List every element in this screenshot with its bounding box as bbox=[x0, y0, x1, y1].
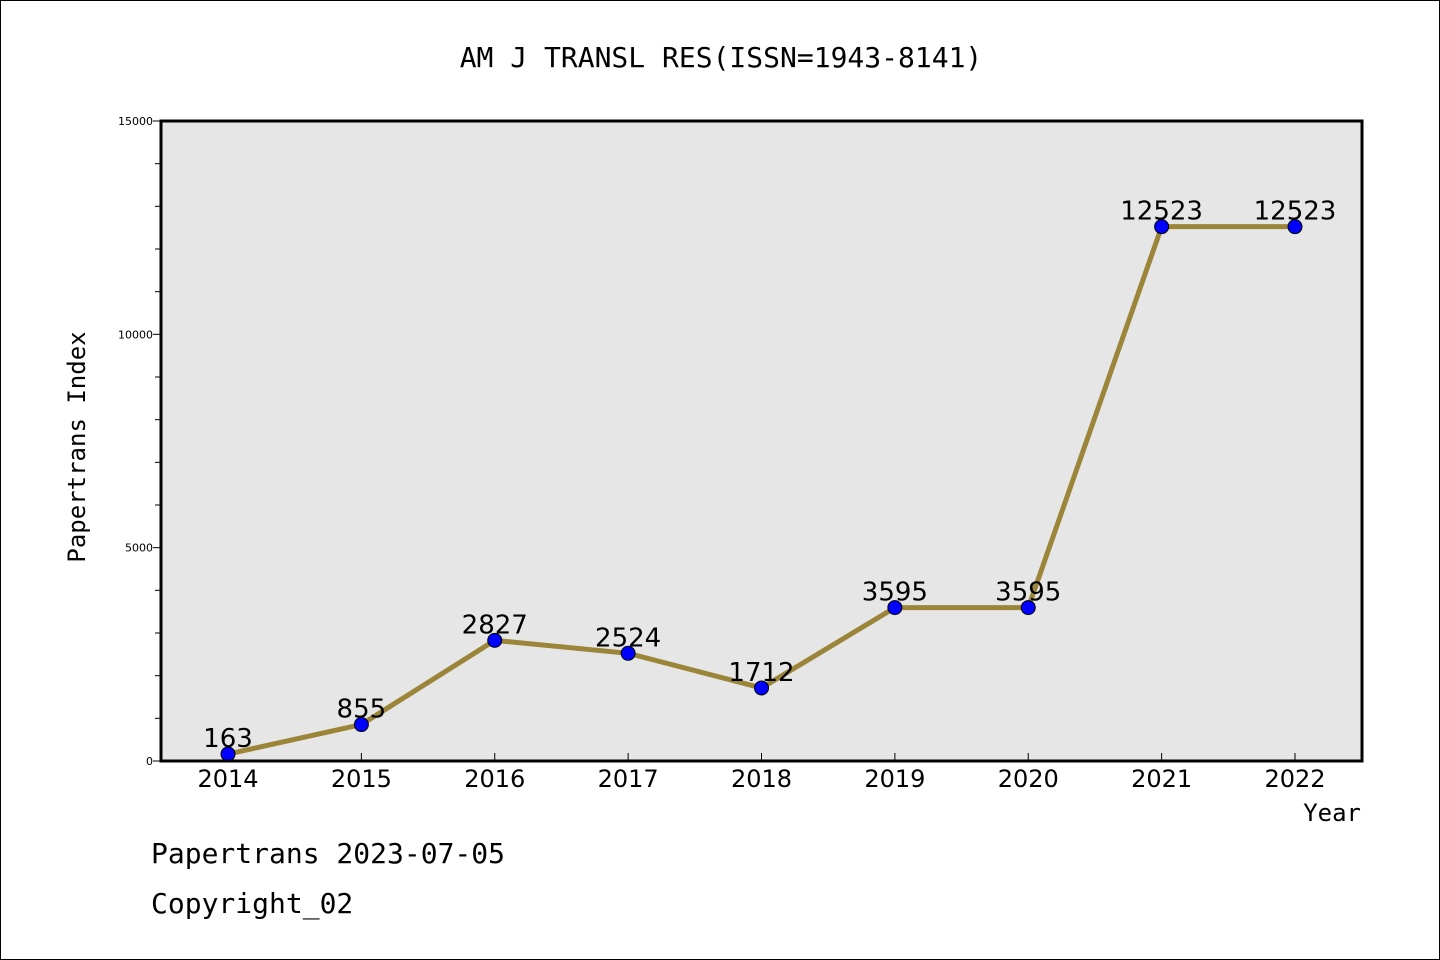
footer-date: Papertrans 2023-07-05 bbox=[151, 837, 506, 870]
data-point bbox=[754, 680, 769, 696]
data-label: 3595 bbox=[862, 578, 928, 608]
data-point bbox=[1154, 219, 1170, 235]
x-tick-label: 2015 bbox=[331, 765, 392, 793]
chart-title: AM J TRANSL RES(ISSN=1943-8141) bbox=[460, 41, 983, 74]
x-tick-label: 2019 bbox=[864, 765, 925, 793]
x-axis-label: Year bbox=[1303, 799, 1361, 827]
data-point bbox=[620, 645, 636, 661]
x-tick-label: 2016 bbox=[464, 765, 525, 793]
y-tick-label: 0 bbox=[146, 755, 153, 768]
x-tick-label: 2021 bbox=[1131, 765, 1192, 793]
data-label: 2827 bbox=[462, 610, 528, 640]
y-tick-label: 5000 bbox=[125, 542, 153, 555]
data-label: 1712 bbox=[728, 658, 794, 688]
data-point bbox=[887, 600, 903, 616]
plot-frame bbox=[159, 119, 1364, 763]
y-axis-ticks: 0 5000 10000 15000 bbox=[118, 115, 161, 768]
data-point bbox=[1287, 219, 1303, 235]
data-point bbox=[353, 717, 369, 733]
series-layer bbox=[220, 219, 1303, 762]
x-axis-ticks: 2014 2015 2016 2017 2018 2019 2020 2021 2022 bbox=[197, 753, 1326, 793]
footer-copyright: Copyright_02 bbox=[151, 887, 354, 920]
data-point bbox=[487, 632, 503, 648]
data-label: 12523 bbox=[1254, 197, 1337, 227]
x-tick-label: 2017 bbox=[598, 765, 659, 793]
data-label: 2524 bbox=[595, 623, 661, 653]
y-tick-label: 10000 bbox=[118, 328, 153, 341]
y-axis-label: Papertrans Index bbox=[63, 331, 91, 562]
data-label: 855 bbox=[337, 695, 387, 725]
x-tick-label: 2020 bbox=[998, 765, 1059, 793]
data-labels-layer: 163 855 2827 2524 1712 3595 3595 12523 12523 bbox=[203, 197, 1336, 754]
y-tick-label: 15000 bbox=[118, 115, 153, 128]
x-tick-label: 2022 bbox=[1264, 765, 1325, 793]
data-label: 12523 bbox=[1120, 197, 1203, 227]
data-label: 3595 bbox=[995, 578, 1061, 608]
x-tick-label: 2018 bbox=[731, 765, 792, 793]
x-tick-label: 2014 bbox=[197, 765, 258, 793]
data-label: 163 bbox=[203, 724, 253, 754]
data-point bbox=[1020, 600, 1036, 616]
